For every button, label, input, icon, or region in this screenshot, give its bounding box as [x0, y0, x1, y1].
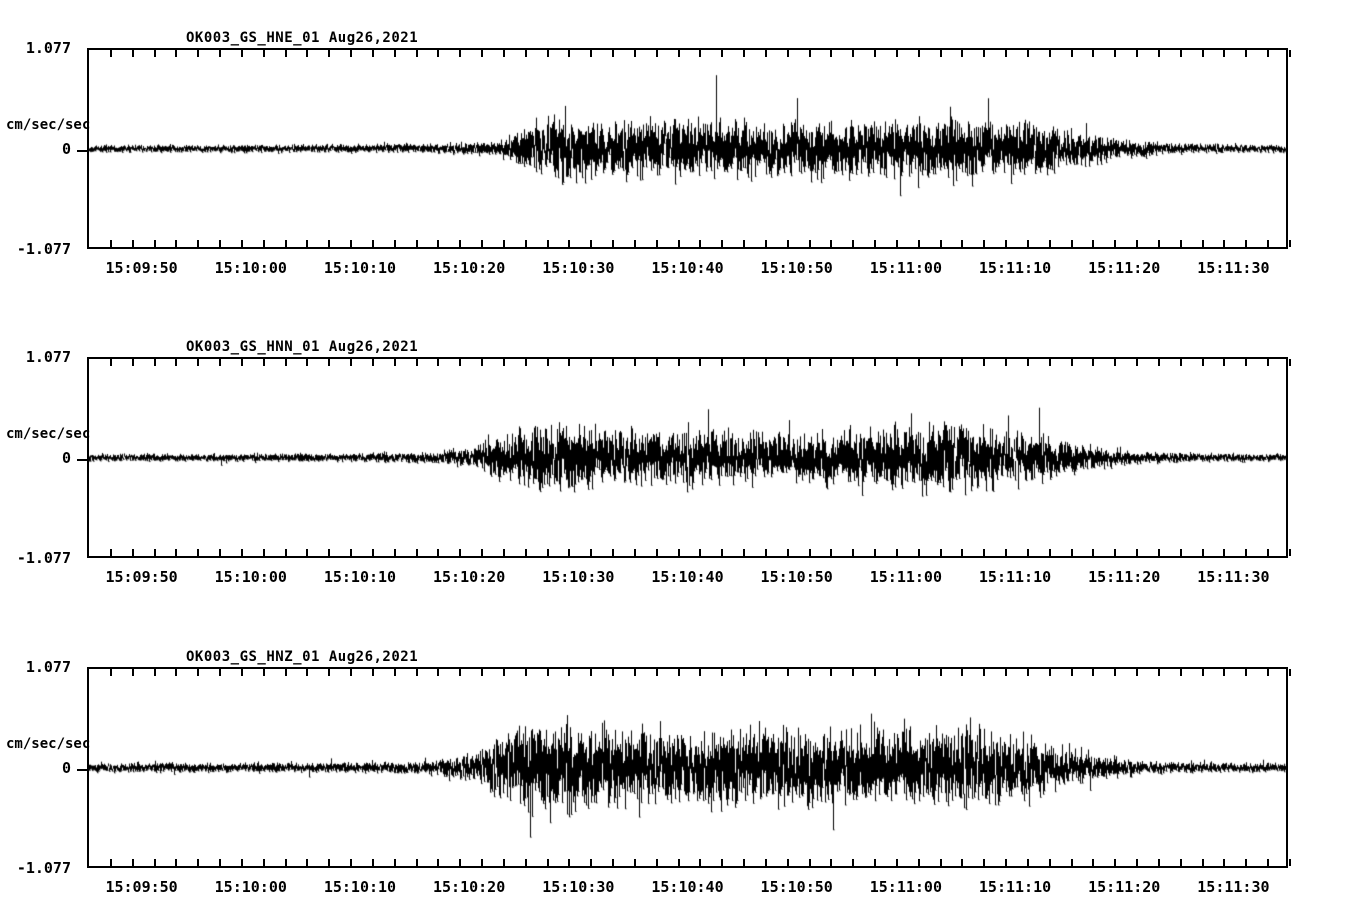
x-axis-tick-label: 15:10:30 — [542, 259, 615, 277]
x-axis-tick-label: 15:10:30 — [542, 568, 615, 586]
y-axis-units-label: cm/sec/sec — [6, 116, 91, 133]
x-axis-tick-label: 15:09:50 — [105, 568, 178, 586]
y-axis-min-label: -1.077 — [16, 859, 71, 877]
x-axis-tick-label: 15:11:10 — [978, 259, 1052, 277]
x-axis-tick-label: 15:10:30 — [542, 878, 615, 896]
x-minor-tick — [1289, 859, 1291, 866]
panel-title: OK003_GS_HNE_01 Aug26,2021 — [186, 30, 419, 46]
x-minor-tick — [1289, 359, 1291, 366]
x-axis-tick-label: 15:10:50 — [760, 878, 833, 896]
waveform-trace — [89, 50, 1288, 247]
x-axis-tick-label: 15:11:00 — [869, 568, 942, 586]
y-axis-min-label: -1.077 — [16, 549, 71, 567]
x-axis-tick-label: 15:10:40 — [651, 568, 724, 586]
x-axis-tick-label: 15:10:50 — [760, 568, 833, 586]
x-axis-tick-label: 15:11:30 — [1197, 568, 1270, 586]
x-minor-tick — [1289, 669, 1291, 676]
x-minor-tick — [1289, 549, 1291, 556]
x-axis-tick-label: 15:10:40 — [651, 259, 724, 277]
x-axis-tick-label: 15:09:50 — [105, 878, 178, 896]
y-zero-tick — [77, 149, 89, 152]
x-axis-tick-label: 15:11:30 — [1197, 259, 1270, 277]
waveform-trace — [89, 359, 1288, 556]
panel-title: OK003_GS_HNZ_01 Aug26,2021 — [186, 649, 419, 665]
x-axis-tick-label: 15:10:10 — [323, 259, 397, 277]
x-axis-tick-label: 15:11:20 — [1088, 878, 1161, 896]
y-axis-max-label: 1.077 — [25, 39, 71, 57]
x-axis-tick-label: 15:10:00 — [214, 568, 287, 586]
x-axis-tick-label: 15:10:10 — [323, 878, 397, 896]
x-axis-tick-label: 15:11:20 — [1088, 259, 1161, 277]
x-axis-tick-label: 15:11:10 — [978, 568, 1052, 586]
x-minor-tick — [1289, 50, 1291, 57]
x-axis-tick-label: 15:10:50 — [760, 259, 833, 277]
x-axis-tick-label: 15:10:00 — [214, 259, 287, 277]
x-minor-tick — [1289, 240, 1291, 247]
x-axis-tick-label: 15:11:30 — [1197, 878, 1270, 896]
y-axis-max-label: 1.077 — [25, 348, 71, 366]
y-axis-units-label: cm/sec/sec — [6, 425, 91, 442]
waveform-trace — [89, 669, 1288, 866]
y-zero-tick — [77, 768, 89, 771]
x-axis-tick-label: 15:10:10 — [323, 568, 397, 586]
panel-title: OK003_GS_HNN_01 Aug26,2021 — [186, 339, 419, 355]
x-axis-tick-label: 15:10:20 — [433, 259, 506, 277]
x-axis-tick-label: 15:11:00 — [869, 878, 942, 896]
x-axis-tick-label: 15:11:20 — [1088, 568, 1161, 586]
y-axis-units-label: cm/sec/sec — [6, 735, 91, 752]
y-axis-min-label: -1.077 — [16, 240, 71, 258]
x-axis-tick-label: 15:10:20 — [433, 568, 506, 586]
y-axis-max-label: 1.077 — [25, 658, 71, 676]
x-axis-tick-label: 15:11:10 — [978, 878, 1052, 896]
y-axis-zero-label: 0 — [61, 448, 71, 467]
y-axis-zero-label: 0 — [61, 139, 71, 158]
y-zero-tick — [77, 458, 89, 461]
y-axis-zero-label: 0 — [61, 758, 71, 777]
x-axis-tick-label: 15:10:40 — [651, 878, 724, 896]
x-axis-tick-label: 15:09:50 — [105, 259, 178, 277]
x-axis-tick-label: 15:10:00 — [214, 878, 287, 896]
x-axis-tick-label: 15:11:00 — [869, 259, 942, 277]
x-axis-tick-label: 15:10:20 — [433, 878, 506, 896]
